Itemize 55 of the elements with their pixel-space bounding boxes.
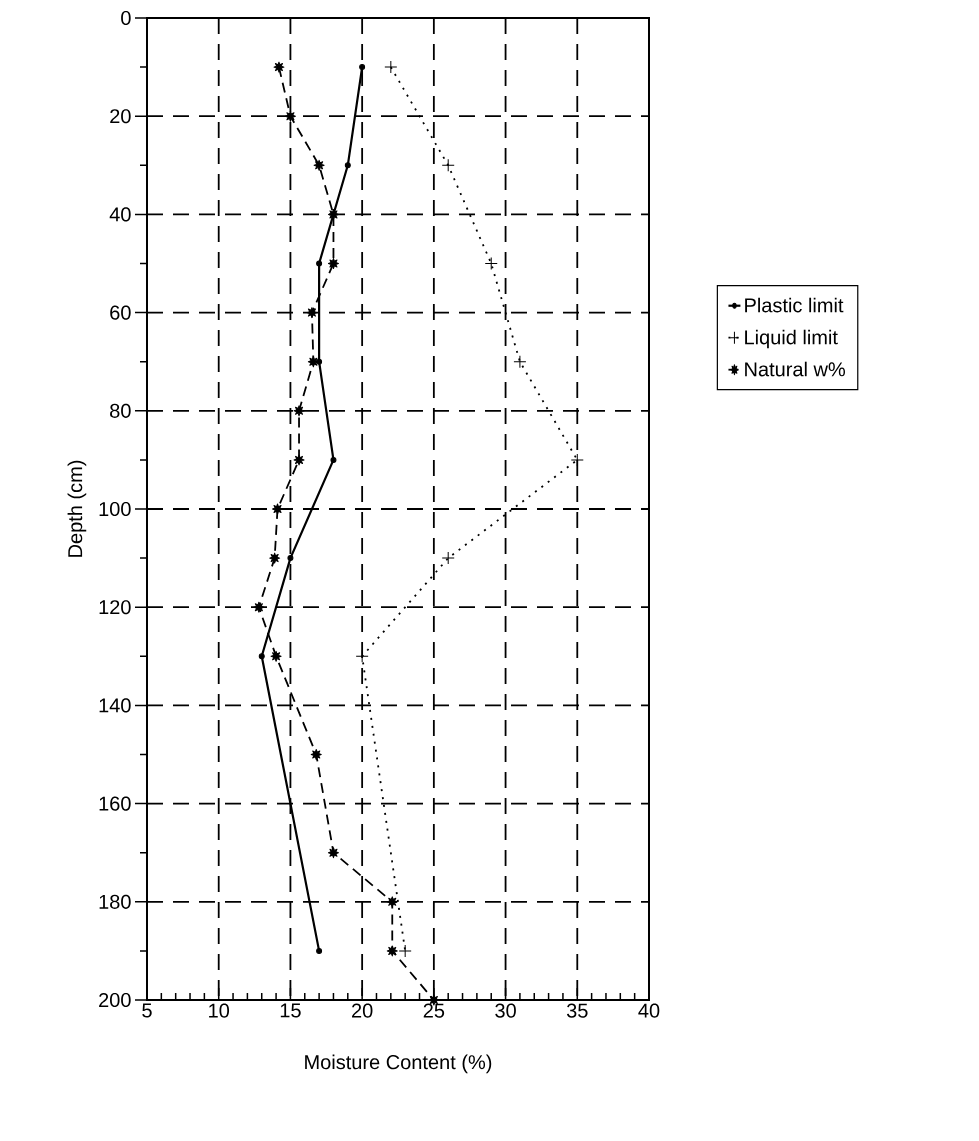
point: [386, 945, 398, 957]
y-tick-label: 120: [99, 600, 131, 615]
y-tick-label: 0: [121, 10, 131, 26]
point: [293, 454, 305, 466]
point: [513, 355, 527, 369]
y-tick-label: 200: [99, 992, 131, 1008]
point: [316, 260, 323, 267]
x-tick-label: 5: [142, 1003, 152, 1018]
point: [386, 896, 398, 908]
legend-label: Natural w%: [745, 361, 846, 377]
point: [570, 453, 584, 467]
point: [293, 405, 305, 417]
point: [398, 944, 412, 958]
x-tick-label: 30: [495, 1003, 516, 1018]
point: [253, 601, 265, 613]
y-tick-label: 20: [110, 109, 131, 124]
x-tick-label: 20: [352, 1003, 373, 1018]
point: [270, 650, 282, 662]
point: [316, 947, 323, 954]
y-tick-label: 140: [99, 698, 131, 713]
point: [384, 60, 398, 74]
point: [306, 307, 318, 319]
y-tick-label: 80: [110, 403, 131, 418]
point: [284, 110, 296, 122]
y-tick-label: 180: [99, 894, 131, 909]
point: [273, 61, 285, 73]
x-tick-label: 15: [280, 1003, 301, 1018]
point: [355, 649, 369, 663]
x-tick-label: 10: [209, 1003, 230, 1018]
y-tick-label: 60: [110, 305, 131, 320]
x-tick-label: 25: [423, 1003, 445, 1018]
point: [327, 208, 339, 220]
point: [287, 555, 294, 562]
point: [359, 64, 366, 71]
x-tick-label: 40: [638, 1003, 660, 1018]
point: [344, 162, 351, 169]
y-axis-title: Depth (cm): [67, 460, 87, 557]
point: [441, 158, 455, 172]
point: [310, 749, 322, 761]
point: [313, 159, 325, 171]
point: [258, 653, 265, 660]
x-tick-label: 35: [566, 1003, 588, 1018]
point: [269, 552, 281, 564]
point: [330, 456, 337, 463]
point: [441, 551, 455, 565]
legend-label: Liquid limit: [745, 329, 838, 349]
point: [327, 258, 339, 270]
y-tick-label: 100: [99, 501, 131, 517]
legend-label: Plastic limit: [745, 297, 844, 313]
y-tick-label: 40: [109, 207, 131, 222]
y-tick-label: 160: [99, 796, 131, 811]
point: [484, 257, 498, 271]
point: [327, 847, 339, 859]
x-axis-title: Moisture Content (%): [305, 1054, 492, 1074]
point: [307, 356, 319, 368]
